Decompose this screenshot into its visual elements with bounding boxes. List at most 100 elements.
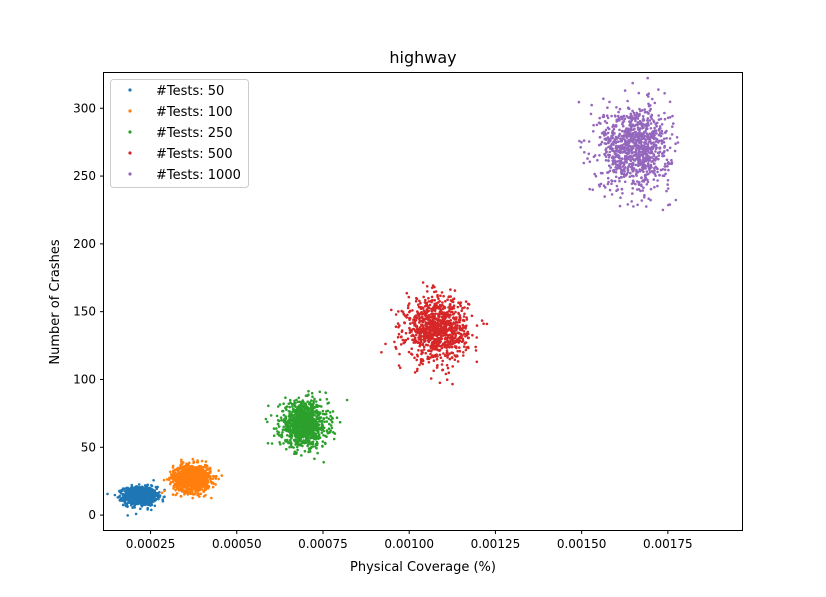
data-point [445, 378, 449, 382]
data-point [622, 172, 626, 176]
data-point [418, 316, 422, 320]
data-point [407, 295, 411, 299]
data-point [650, 146, 653, 150]
data-point [625, 115, 628, 118]
data-point [404, 338, 408, 342]
data-point [425, 308, 429, 311]
data-point [433, 285, 436, 289]
data-point [668, 137, 672, 140]
data-point [304, 394, 308, 398]
data-point [463, 306, 466, 309]
data-point [438, 381, 442, 385]
data-point [162, 478, 166, 482]
data-point [212, 482, 215, 485]
data-point [113, 493, 117, 497]
data-point [637, 139, 640, 143]
data-point [394, 313, 398, 316]
data-point [446, 356, 449, 359]
data-point [459, 301, 463, 304]
data-point [613, 152, 617, 156]
data-point [301, 406, 305, 409]
data-point [311, 433, 314, 437]
data-point [318, 398, 322, 402]
data-point [154, 498, 157, 502]
data-point [619, 196, 622, 199]
data-point [288, 445, 291, 449]
data-point [606, 116, 610, 120]
data-point [450, 351, 454, 355]
data-point [146, 494, 149, 498]
data-point [648, 109, 652, 112]
data-point [628, 138, 632, 142]
data-point [653, 101, 657, 105]
data-point [287, 441, 290, 445]
data-point [413, 356, 416, 360]
data-point [635, 147, 638, 150]
data-point [453, 289, 457, 292]
data-point [647, 111, 650, 115]
data-point [619, 139, 622, 143]
data-point [666, 183, 669, 186]
data-point [648, 168, 651, 172]
data-point [285, 405, 289, 408]
data-point [631, 145, 635, 148]
data-point [613, 159, 617, 162]
data-point [457, 301, 460, 305]
data-point [617, 159, 621, 163]
data-point [317, 426, 321, 429]
data-point [422, 295, 426, 299]
data-point [443, 342, 447, 345]
data-point [658, 147, 661, 150]
data-point [606, 176, 610, 180]
data-point [190, 489, 193, 492]
data-point [625, 143, 628, 147]
data-point [444, 333, 448, 336]
data-point [662, 137, 666, 141]
data-point [424, 304, 427, 308]
data-point [449, 321, 453, 325]
data-point [441, 303, 444, 307]
data-point [579, 146, 582, 149]
data-point [413, 336, 417, 340]
data-point [458, 320, 461, 324]
data-point [191, 496, 194, 500]
data-point [609, 147, 612, 150]
data-point [167, 478, 171, 482]
data-point [266, 420, 269, 424]
data-point [415, 353, 419, 357]
data-point [132, 500, 136, 504]
data-point [304, 420, 308, 424]
data-point [641, 168, 644, 171]
data-point [450, 342, 453, 346]
data-point [665, 158, 669, 162]
data-point [663, 117, 667, 121]
data-point [430, 295, 434, 299]
data-point [451, 333, 454, 337]
data-point [307, 419, 310, 422]
data-point [178, 482, 182, 486]
data-point [298, 404, 301, 407]
data-point [327, 417, 331, 421]
data-point [655, 167, 659, 170]
data-point [424, 351, 428, 355]
data-point [320, 419, 324, 423]
data-point [603, 120, 607, 123]
data-point [411, 309, 414, 312]
data-point [191, 465, 194, 468]
points-layer [106, 76, 680, 517]
data-point [293, 399, 296, 403]
data-point [432, 359, 436, 363]
data-point [138, 498, 141, 502]
data-point [605, 114, 609, 117]
data-point [176, 484, 179, 487]
data-point [306, 409, 310, 412]
data-point [609, 137, 613, 140]
data-point [307, 415, 310, 418]
data-point [146, 503, 150, 506]
data-point [623, 161, 626, 164]
data-point [674, 198, 678, 202]
data-point [641, 109, 644, 112]
data-point [427, 326, 430, 330]
data-point [144, 497, 147, 501]
data-point [439, 330, 442, 334]
